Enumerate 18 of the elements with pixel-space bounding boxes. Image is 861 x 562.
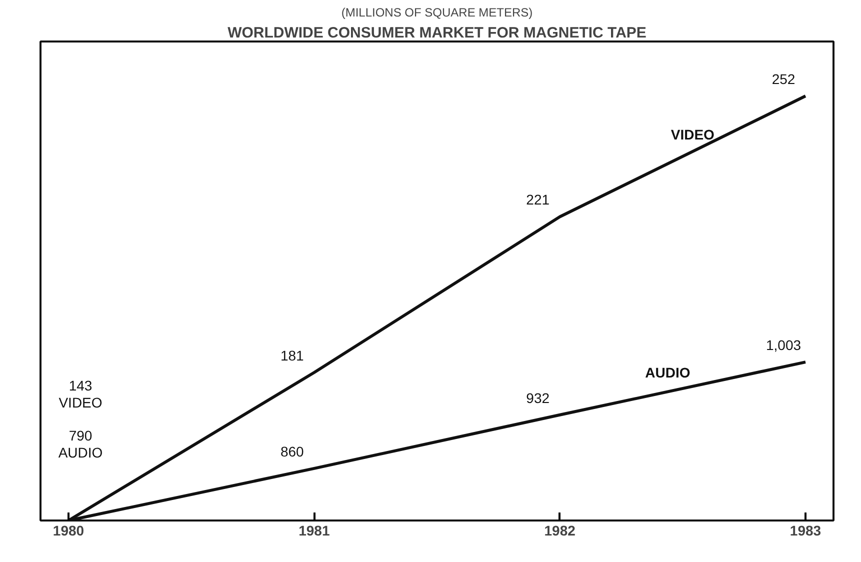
x-tick-label: 1981 (298, 522, 330, 538)
chart-subtitle: (MILLIONS OF SQUARE METERS) (341, 6, 533, 20)
data-label: 181 (280, 348, 304, 364)
data-label: 252 (772, 71, 796, 88)
data-label: 932 (526, 390, 550, 406)
x-tick-label: 1980 (52, 522, 84, 538)
series-label: VIDEO (670, 126, 715, 142)
chart-title: WORLDWIDE CONSUMER MARKET FOR MAGNETIC TAPE (228, 24, 646, 42)
series-label: AUDIO (645, 364, 690, 380)
x-tick-label: 1983 (790, 522, 822, 538)
annotation: 143 (68, 378, 92, 394)
annotation: AUDIO (58, 444, 103, 460)
annotation: VIDEO (58, 394, 102, 410)
annotation: 790 (68, 428, 92, 444)
x-tick-label: 1982 (544, 522, 576, 538)
data-label: 1,003 (766, 337, 802, 354)
data-label: 860 (280, 443, 304, 460)
data-label: 221 (526, 192, 550, 208)
